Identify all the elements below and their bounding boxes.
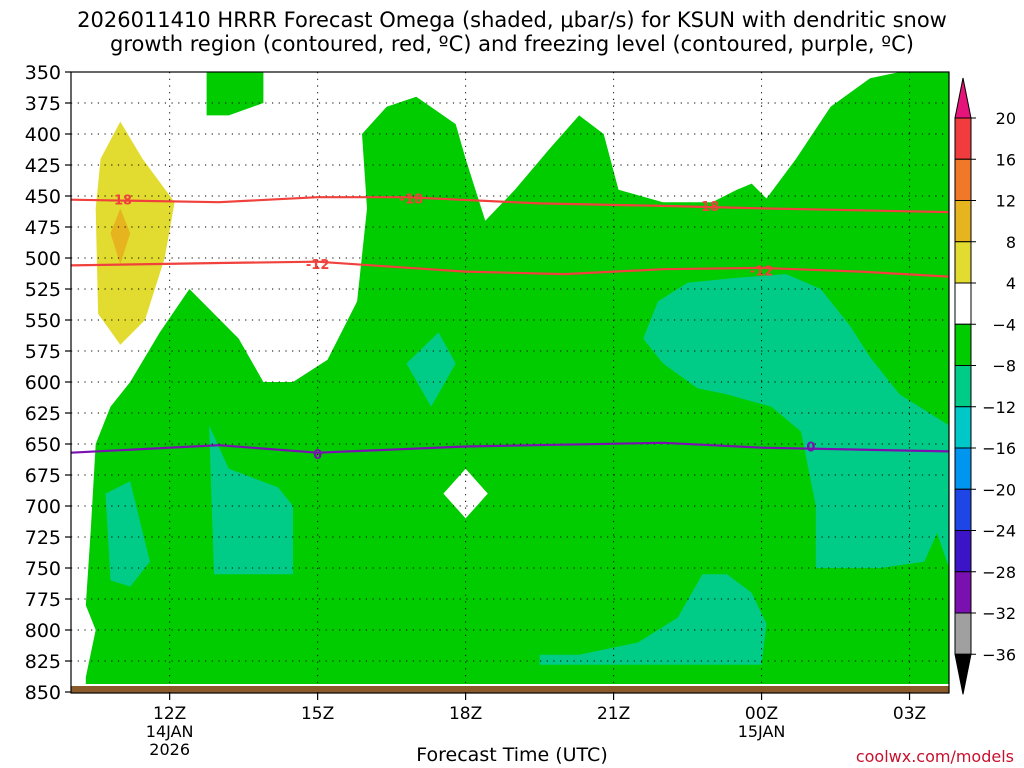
colorbar-label: −28 <box>982 563 1016 582</box>
y-tick-label: 750 <box>25 558 61 580</box>
x-tick-label: 00Z <box>745 704 778 724</box>
colorbar-swatch <box>954 447 972 490</box>
title-line-1: 2026011410 HRRR Forecast Omega (shaded, … <box>77 8 947 32</box>
region-teal-right <box>643 274 949 568</box>
y-tick-label: 800 <box>25 620 61 642</box>
y-axis: 350 375 400 425 450 475 500 525 550 575 600 625 650 6… <box>25 62 71 704</box>
y-tick-label: 650 <box>25 434 61 456</box>
contour--12C <box>71 260 949 278</box>
y-tick-label: 450 <box>25 186 61 208</box>
colorbar-swatch <box>954 571 972 614</box>
colorbar-label: −36 <box>982 645 1016 664</box>
colorbar-swatch <box>954 117 972 160</box>
region-green-top <box>206 72 264 116</box>
colorbar-swatch <box>954 530 972 573</box>
colorbar-label: 8 <box>1006 233 1016 252</box>
colorbar-swatch <box>954 200 972 243</box>
y-tick-label: 550 <box>25 310 61 332</box>
credit-text: coolwx.com/models <box>855 747 1014 766</box>
contour--18C <box>71 196 949 214</box>
region-teal-bottom <box>539 574 767 665</box>
colorbar-swatch <box>954 241 972 284</box>
chart-title: 2026011410 HRRR Forecast Omega (shaded, … <box>0 8 1024 56</box>
colorbar-label: −24 <box>982 522 1016 541</box>
y-tick-label: 425 <box>25 155 61 177</box>
region-teal-left <box>105 481 150 587</box>
y-tick-label: 350 <box>25 62 61 84</box>
x-tick-label: 21Z <box>597 704 630 724</box>
contour-label: -18 <box>109 194 133 209</box>
contour-labels: -18 -18 -18 -12 -12 0 0 <box>109 192 816 463</box>
colorbar-label: 16 <box>996 150 1016 169</box>
y-tick-label: 625 <box>25 403 61 425</box>
contour-label: -12 <box>306 258 330 273</box>
y-tick-label: 725 <box>25 527 61 549</box>
colorbar-label: −32 <box>982 604 1016 623</box>
contour-label: 0 <box>313 448 322 463</box>
x-tick-year: 2026 <box>149 740 190 759</box>
colorbar-label: 20 <box>996 109 1016 128</box>
x-tick-label: 15Z <box>301 704 334 724</box>
region-green-main <box>85 72 949 684</box>
colorbar-label: −8 <box>992 357 1016 376</box>
colorbar-label: −12 <box>982 398 1016 417</box>
y-tick-label: 475 <box>25 217 61 239</box>
colorbar: 20 16 12 8 4 −4 −8 −12 −16 −20 −24 −28 −32 −36 <box>954 77 1016 695</box>
y-tick-label: 700 <box>25 496 61 518</box>
colorbar-label: −16 <box>982 439 1016 458</box>
x-tick-label: 12Z <box>153 704 186 724</box>
colorbar-label: 4 <box>1006 274 1016 293</box>
y-tick-label: 575 <box>25 341 61 363</box>
x-tick-label: 03Z <box>893 704 926 724</box>
colorbar-swatch <box>954 365 972 408</box>
contour-label: 0 <box>806 440 815 455</box>
region-yellow-left <box>95 121 175 345</box>
colorbar-label: 12 <box>996 192 1016 211</box>
colorbar-swatch <box>954 406 972 449</box>
y-tick-label: 375 <box>25 93 61 115</box>
y-tick-label: 775 <box>25 589 61 611</box>
region-teal-center <box>406 332 456 407</box>
colorbar-swatch <box>954 612 972 655</box>
colorbar-swatch <box>954 282 972 325</box>
x-axis-label: Forecast Time (UTC) <box>416 744 608 766</box>
omega-shading <box>71 72 949 684</box>
y-tick-label: 675 <box>25 465 61 487</box>
colorbar-swatch <box>954 488 972 531</box>
colorbar-label: −20 <box>982 480 1016 499</box>
region-white-hole <box>443 468 488 519</box>
title-line-2: growth region (contoured, red, ºC) and f… <box>110 32 914 56</box>
colorbar-top-arrow <box>954 77 972 119</box>
contour-label: -18 <box>400 192 424 207</box>
region-teal-edge <box>934 493 949 568</box>
gridlines <box>71 72 949 692</box>
y-tick-label: 600 <box>25 372 61 394</box>
colorbar-label: −4 <box>992 315 1016 334</box>
y-tick-label: 850 <box>25 682 61 704</box>
y-tick-label: 500 <box>25 248 61 270</box>
x-tick-label: 18Z <box>449 704 482 724</box>
y-tick-label: 525 <box>25 279 61 301</box>
y-tick-label: 400 <box>25 124 61 146</box>
contour-0C <box>71 441 949 454</box>
colorbar-swatch <box>954 158 972 201</box>
contour-label: -12 <box>750 264 774 279</box>
y-tick-label: 825 <box>25 651 61 673</box>
contours <box>71 196 949 454</box>
contour-label: -18 <box>696 200 720 215</box>
region-gold-left <box>110 208 131 265</box>
x-tick-date: 14JAN <box>146 722 194 741</box>
ground-band <box>71 686 949 693</box>
colorbar-swatch <box>954 323 972 366</box>
colorbar-bottom-arrow <box>954 653 972 695</box>
x-tick-date: 15JAN <box>738 722 786 741</box>
